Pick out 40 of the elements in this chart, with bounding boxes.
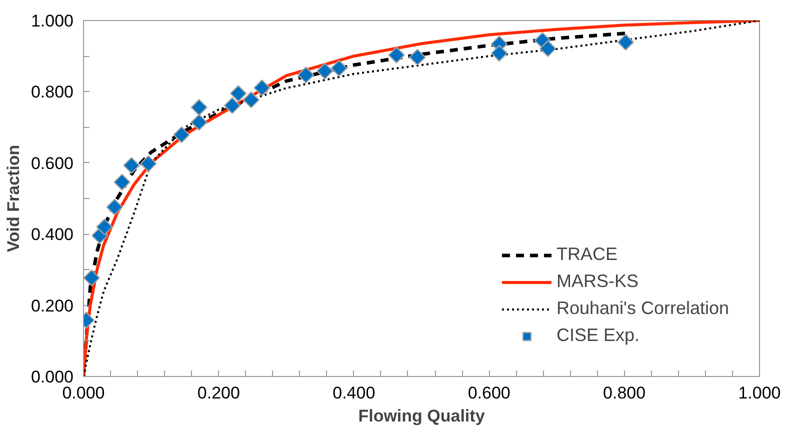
point [617,34,634,51]
point [96,218,113,236]
point [224,97,241,114]
y-tick-label: 0.000 [30,368,74,386]
point [114,174,130,190]
legend-label: TRACE [556,244,618,265]
point [242,92,260,108]
point [490,44,508,62]
y-axis-title: Void Fraction [4,144,23,252]
x-axis-title: Flowing Quality [358,406,486,426]
x-tick-label: 0.400 [332,384,376,402]
y-tick-label: 0.400 [30,225,74,244]
point [84,270,100,286]
point [409,48,426,66]
x-tick-label: 0.000 [62,384,105,402]
legend-label: CISE Exp. [556,325,640,346]
point [173,126,190,144]
point [140,155,157,172]
y-tick-label: 0.800 [30,82,74,102]
x-tick-label: 0.800 [603,384,646,402]
point [254,79,270,96]
point [388,46,405,64]
point [190,98,208,116]
point [298,66,314,84]
y-tick-label: 0.600 [30,154,74,173]
point [230,85,247,102]
point [330,60,348,77]
x-tick-label: 1.000 [738,384,781,402]
legend-label: MARS-KS [556,271,638,292]
point [316,62,334,80]
point [106,198,123,216]
point [123,157,140,174]
x-tick-label: 0.200 [197,384,240,402]
y-tick-label: 0.200 [30,296,74,316]
x-tick-label: 0.600 [468,384,510,402]
point [190,114,208,131]
line-series [84,20,760,376]
point [540,40,556,57]
legend-label: Rouhani's Correlation [556,298,729,319]
y-tick-label: 1.000 [30,12,74,30]
